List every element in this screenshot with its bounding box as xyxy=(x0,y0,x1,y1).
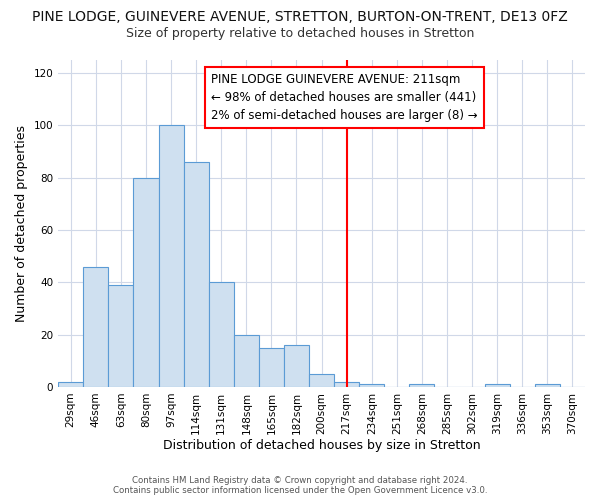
Bar xyxy=(184,162,209,387)
Y-axis label: Number of detached properties: Number of detached properties xyxy=(15,125,28,322)
Bar xyxy=(409,384,434,387)
X-axis label: Distribution of detached houses by size in Stretton: Distribution of detached houses by size … xyxy=(163,440,481,452)
Bar xyxy=(158,126,184,387)
Text: Size of property relative to detached houses in Stretton: Size of property relative to detached ho… xyxy=(126,28,474,40)
Text: PINE LODGE GUINEVERE AVENUE: 211sqm
← 98% of detached houses are smaller (441)
2: PINE LODGE GUINEVERE AVENUE: 211sqm ← 98… xyxy=(211,73,478,122)
Bar xyxy=(83,266,109,387)
Text: Contains HM Land Registry data © Crown copyright and database right 2024.
Contai: Contains HM Land Registry data © Crown c… xyxy=(113,476,487,495)
Bar xyxy=(259,348,284,387)
Bar xyxy=(309,374,334,387)
Bar xyxy=(58,382,83,387)
Bar xyxy=(334,382,359,387)
Bar xyxy=(535,384,560,387)
Bar xyxy=(133,178,158,387)
Bar xyxy=(359,384,385,387)
Bar xyxy=(284,345,309,387)
Bar xyxy=(209,282,234,387)
Bar xyxy=(109,285,133,387)
Text: PINE LODGE, GUINEVERE AVENUE, STRETTON, BURTON-ON-TRENT, DE13 0FZ: PINE LODGE, GUINEVERE AVENUE, STRETTON, … xyxy=(32,10,568,24)
Bar xyxy=(234,334,259,387)
Bar xyxy=(485,384,510,387)
